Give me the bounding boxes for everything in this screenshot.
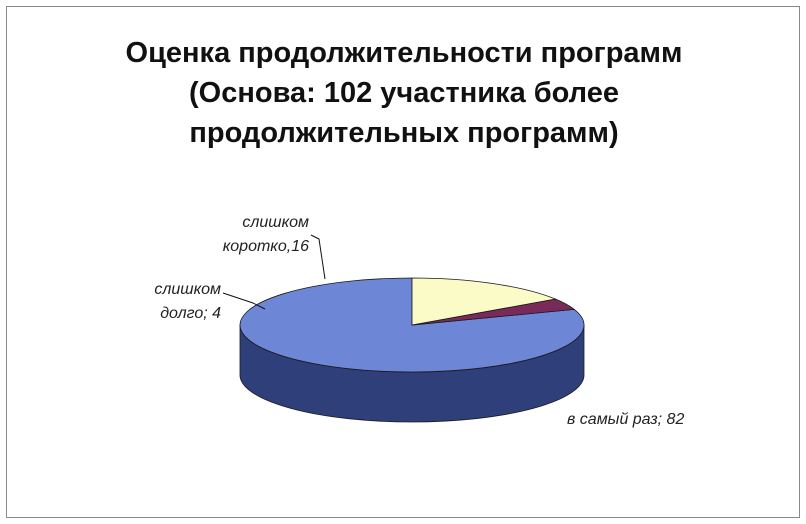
leader-line-0 (222, 292, 266, 310)
slice-label-1: слишком долго; 4 (154, 281, 221, 322)
chart-frame: Оценка продолжительности программ (Основ… (6, 6, 800, 518)
chart-title: Оценка продолжительности программ (Основ… (7, 33, 801, 153)
pie-tops (239, 277, 585, 373)
chart-title-line-1: Оценка продолжительности программ (125, 37, 683, 69)
leader-lines (222, 234, 326, 310)
slice-label-2: слишком коротко,16 (223, 214, 309, 255)
pie-slice-2 (411, 277, 557, 326)
chart-title-line-2: (Основа: 102 участника более (189, 77, 619, 109)
slice-label-0: в самый раз; 82 (567, 411, 684, 428)
chart-title-line-3: продолжительных программ) (189, 117, 619, 149)
leader-line-1 (310, 234, 326, 280)
